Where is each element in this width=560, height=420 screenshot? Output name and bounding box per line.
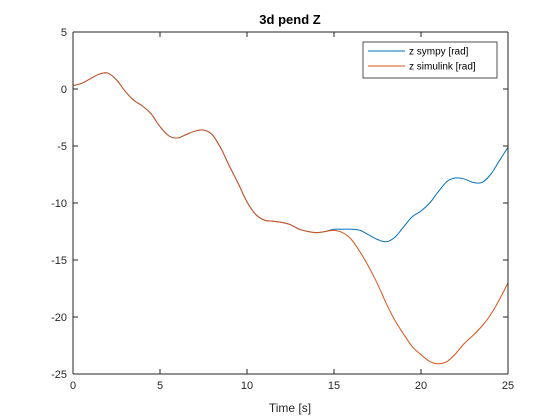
y-tick-label: -5 <box>57 141 67 153</box>
y-tick-label: -20 <box>51 312 67 324</box>
chart-title: 3d pend Z <box>259 12 320 27</box>
x-tick-label: 0 <box>70 380 76 392</box>
series-layer <box>73 72 508 365</box>
x-tick-label: 15 <box>328 380 340 392</box>
legend-box <box>362 41 498 79</box>
y-tick-label: -15 <box>51 255 67 267</box>
x-tick-label: 20 <box>415 380 427 392</box>
y-tick-label: -25 <box>51 369 67 381</box>
x-tick-label: 10 <box>241 380 253 392</box>
y-tick-label: -10 <box>51 198 67 210</box>
x-tick-label: 25 <box>502 380 514 392</box>
legend-label: z simulink [rad] <box>409 62 476 73</box>
y-tick-label: 0 <box>61 84 67 96</box>
ticks: 0 5 10 15 20 25 -25 -20 -15 -10 -5 0 5 <box>51 27 514 392</box>
legend: z sympy [rad] z simulink [rad] <box>362 41 498 79</box>
x-axis-label: Time [s] <box>269 401 311 415</box>
series-line-z-simulink <box>73 72 508 365</box>
legend-label: z sympy [rad] <box>409 47 469 58</box>
x-tick-label: 5 <box>157 380 163 392</box>
plot-area <box>73 32 508 374</box>
y-tick-label: 5 <box>61 27 67 39</box>
